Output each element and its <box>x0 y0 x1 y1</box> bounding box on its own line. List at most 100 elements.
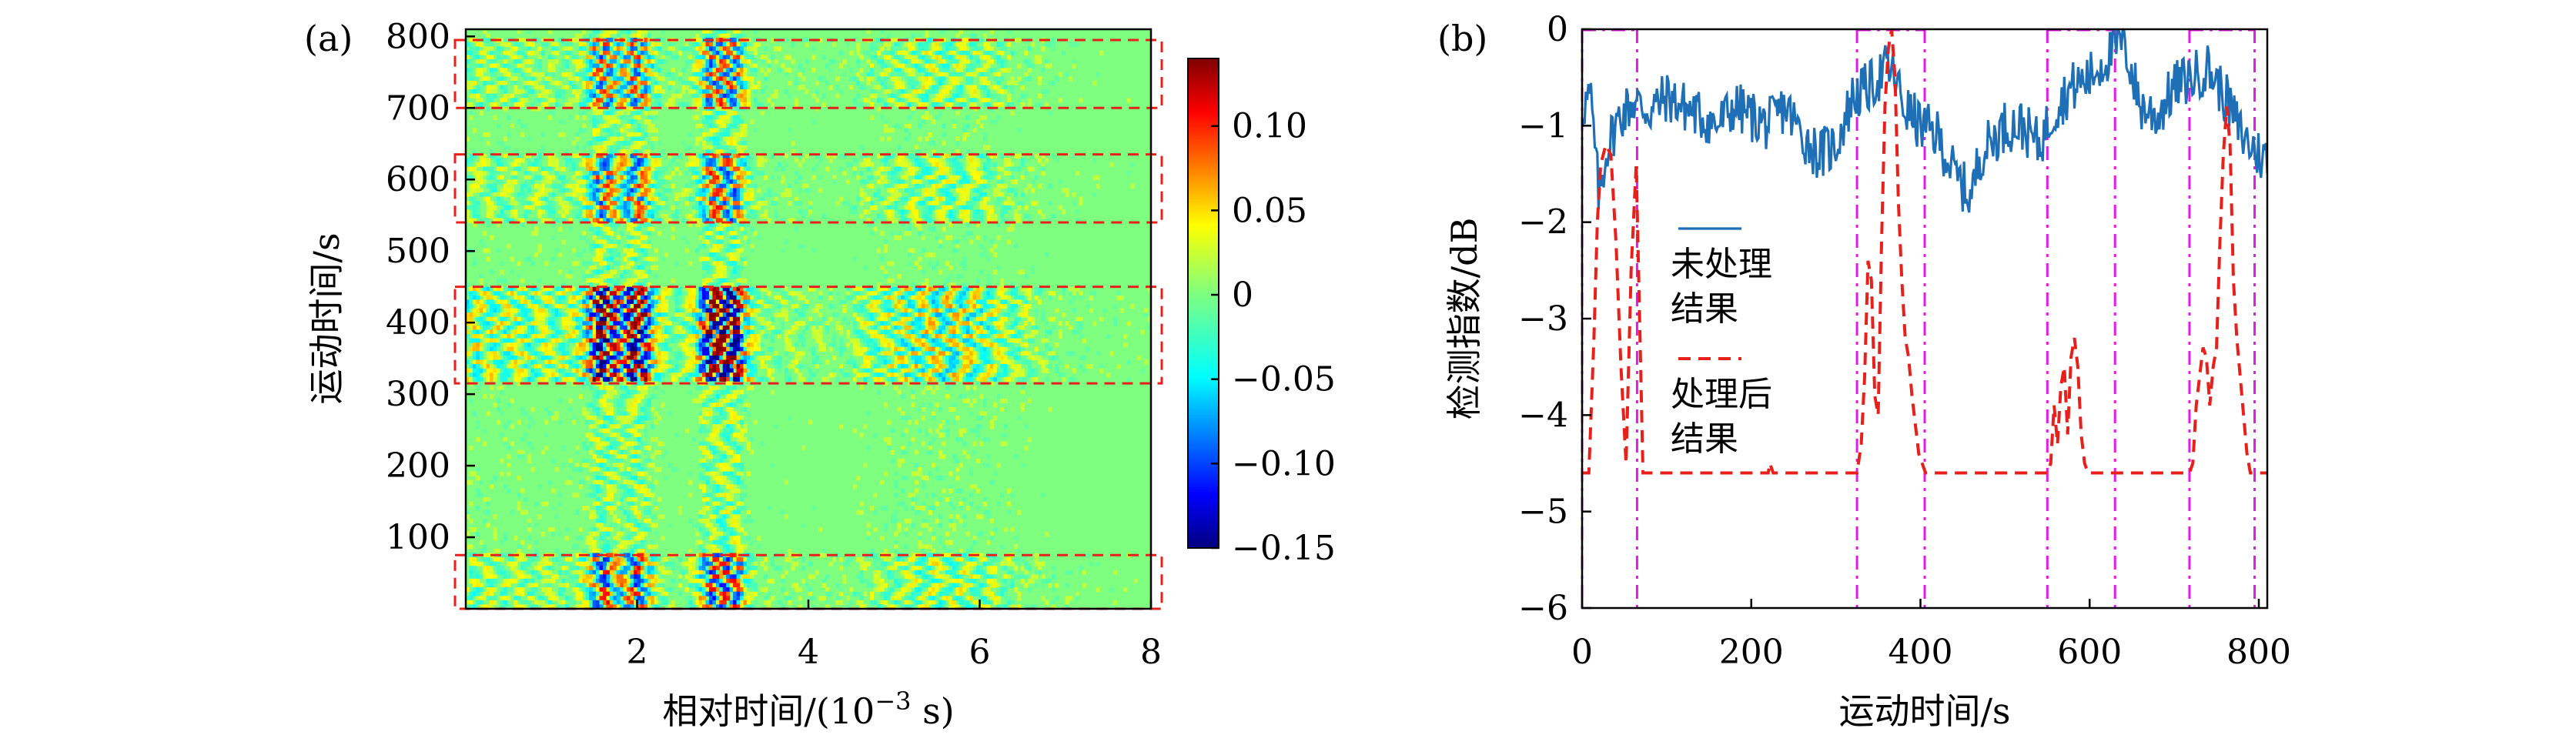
heatmap-cell <box>671 80 676 86</box>
heatmap-cell <box>859 299 864 305</box>
heatmap-cell <box>1010 80 1015 86</box>
heatmap-cell <box>620 149 624 155</box>
heatmap-cell <box>736 291 741 296</box>
heatmap-cell <box>733 166 738 172</box>
heatmap-cell <box>596 93 601 99</box>
heatmap-cell <box>568 205 573 210</box>
heatmap-cell <box>965 192 970 198</box>
heatmap-cell <box>616 158 621 163</box>
heatmap-cell <box>702 141 707 146</box>
heatmap-cell <box>479 158 483 163</box>
heatmap-cell <box>1130 162 1135 168</box>
heatmap-cell <box>524 68 528 73</box>
heatmap-cell <box>708 248 713 253</box>
heatmap-cell <box>657 175 662 180</box>
heatmap-cell <box>561 50 566 56</box>
heatmap-cell <box>719 76 724 82</box>
heatmap-cell <box>568 76 573 82</box>
heatmap-cell <box>599 85 604 90</box>
heatmap-cell <box>613 303 617 309</box>
heatmap-cell <box>856 42 861 47</box>
heatmap-cell <box>647 119 651 125</box>
heatmap-cell <box>599 179 604 185</box>
heatmap-cell <box>705 295 710 300</box>
heatmap-cell <box>578 59 583 65</box>
heatmap-cell <box>729 256 734 262</box>
heatmap-cell <box>921 98 925 103</box>
heatmap-cell <box>497 102 501 107</box>
heatmap-cell <box>798 68 802 73</box>
heatmap-cell <box>637 68 641 73</box>
heatmap-cell <box>630 110 634 116</box>
heatmap-cell <box>613 222 617 228</box>
heatmap-cell <box>877 179 882 185</box>
heatmap-cell <box>702 175 707 180</box>
heatmap-cell <box>651 201 655 206</box>
heatmap-cell <box>705 115 710 120</box>
heatmap-cell <box>698 46 703 52</box>
heatmap-cell <box>1014 50 1019 56</box>
heatmap-cell <box>620 29 624 35</box>
heatmap-cell <box>750 153 754 159</box>
heatmap-cell <box>596 179 601 185</box>
heatmap-cell <box>589 205 594 210</box>
heatmap-cell <box>647 231 651 236</box>
heatmap-cell <box>788 201 792 206</box>
heatmap-cell <box>530 261 535 266</box>
heatmap-cell <box>517 59 521 65</box>
heatmap-cell <box>729 226 734 232</box>
heatmap-cell <box>490 153 494 159</box>
heatmap-cell <box>715 226 720 232</box>
heatmap-cell <box>592 226 597 232</box>
heatmap-cell <box>466 59 470 65</box>
heatmap-cell <box>972 46 977 52</box>
heatmap-cell <box>561 59 566 65</box>
heatmap-cell <box>733 213 738 219</box>
heatmap-cell <box>517 295 521 300</box>
heatmap-cell <box>603 33 607 38</box>
heatmap-cell <box>948 179 953 185</box>
heatmap-cell <box>942 93 946 99</box>
heatmap-cell <box>674 196 679 202</box>
heatmap-cell <box>644 295 648 300</box>
heatmap-cell <box>634 132 638 138</box>
heatmap-cell <box>630 243 634 249</box>
heatmap-cell <box>575 252 580 258</box>
heatmap-cell <box>661 188 665 193</box>
heatmap-cell <box>490 295 494 300</box>
heatmap-cell <box>476 59 480 65</box>
heatmap-cell <box>623 29 627 35</box>
heatmap-cell <box>654 93 658 99</box>
heatmap-cell <box>1072 63 1076 68</box>
heatmap-cell <box>472 179 477 185</box>
heatmap-cell <box>904 175 908 180</box>
heatmap-cell <box>698 128 703 133</box>
heatmap-cell <box>1076 209 1080 215</box>
heatmap-cell <box>1000 213 1005 219</box>
heatmap-cell <box>952 209 956 215</box>
heatmap-cell <box>630 102 634 107</box>
heatmap-cell <box>828 218 833 223</box>
heatmap-cell <box>708 68 713 73</box>
heatmap-cell <box>764 201 768 206</box>
heatmap-cell <box>726 42 731 47</box>
heatmap-cell <box>928 286 932 292</box>
heatmap-cell <box>746 166 751 172</box>
heatmap-cell <box>606 128 611 133</box>
heatmap-cell <box>606 201 611 206</box>
heatmap-cell <box>630 205 634 210</box>
heatmap-cell <box>935 295 939 300</box>
heatmap-cell <box>585 93 590 99</box>
heatmap-cell <box>774 192 778 198</box>
heatmap-cell <box>719 46 724 52</box>
heatmap-cell <box>497 166 501 172</box>
heatmap-cell <box>753 128 758 133</box>
heatmap-cell <box>493 50 497 56</box>
heatmap-cell <box>958 188 963 193</box>
heatmap-cell <box>746 239 751 245</box>
heatmap-cell <box>750 226 754 232</box>
heatmap-cell <box>914 89 918 95</box>
heatmap-cell <box>925 89 929 95</box>
heatmap-cell <box>469 63 473 68</box>
heatmap-cell <box>815 98 819 103</box>
